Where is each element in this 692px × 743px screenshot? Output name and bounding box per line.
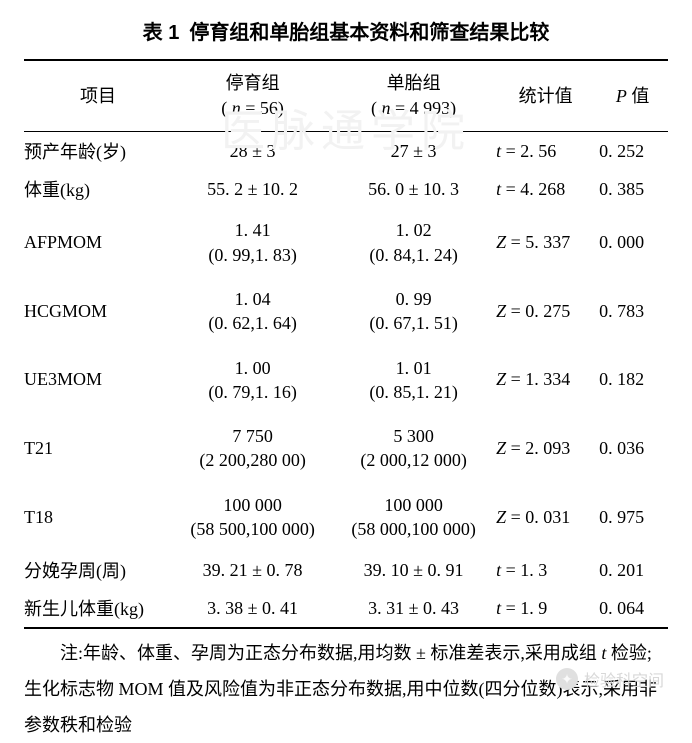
cell-item: 分娩孕周(周) (24, 551, 172, 589)
cell-stat: Z = 0. 275 (494, 277, 597, 346)
cell-group1: 1. 04(0. 62,1. 64) (172, 277, 333, 346)
cell-pval: 0. 252 (597, 132, 668, 171)
corner-watermark: ✦ 检验科空间 (556, 667, 664, 691)
header-group2-n: ( n = 4 993) (371, 98, 456, 118)
header-pval: P 值 (597, 60, 668, 132)
table-header-row: 项目 停育组 ( n = 56) 单胎组 ( n = 4 993) 统计值 P … (24, 60, 668, 132)
cell-pval: 0. 036 (597, 414, 668, 483)
table-row: 预产年龄(岁)28 ± 327 ± 3t = 2. 560. 252 (24, 132, 668, 171)
cell-pval: 0. 783 (597, 277, 668, 346)
table-title: 表 1 停育组和单胎组基本资料和筛查结果比较 (24, 8, 668, 59)
cell-pval: 0. 201 (597, 551, 668, 589)
cell-group1: 1. 41(0. 99,1. 83) (172, 208, 333, 277)
cell-item: HCGMOM (24, 277, 172, 346)
cell-group2: 1. 02(0. 84,1. 24) (333, 208, 494, 277)
header-group2-name: 单胎组 (387, 73, 441, 93)
header-group2: 单胎组 ( n = 4 993) (333, 60, 494, 132)
cell-item: 预产年龄(岁) (24, 132, 172, 171)
table-row: 分娩孕周(周)39. 21 ± 0. 7839. 10 ± 0. 91t = 1… (24, 551, 668, 589)
cell-group1: 7 750(2 200,280 00) (172, 414, 333, 483)
cell-stat: t = 2. 56 (494, 132, 597, 171)
table-number: 表 1 (143, 22, 180, 44)
cell-item: T21 (24, 414, 172, 483)
table-row: 新生儿体重(kg)3. 38 ± 0. 413. 31 ± 0. 43t = 1… (24, 589, 668, 628)
table-row: T217 750(2 200,280 00)5 300(2 000,12 000… (24, 414, 668, 483)
table-row: HCGMOM1. 04(0. 62,1. 64)0. 99(0. 67,1. 5… (24, 277, 668, 346)
table-row: 体重(kg)55. 2 ± 10. 256. 0 ± 10. 3t = 4. 2… (24, 170, 668, 208)
cell-pval: 0. 000 (597, 208, 668, 277)
header-stat: 统计值 (494, 60, 597, 132)
cell-stat: Z = 0. 031 (494, 483, 597, 552)
cell-stat: Z = 5. 337 (494, 208, 597, 277)
cell-group2: 100 000(58 000,100 000) (333, 483, 494, 552)
cell-group1: 100 000(58 500,100 000) (172, 483, 333, 552)
cell-group2: 0. 99(0. 67,1. 51) (333, 277, 494, 346)
cell-group2: 56. 0 ± 10. 3 (333, 170, 494, 208)
cell-pval: 0. 064 (597, 589, 668, 628)
cell-item: UE3MOM (24, 346, 172, 415)
table-row: AFPMOM1. 41(0. 99,1. 83)1. 02(0. 84,1. 2… (24, 208, 668, 277)
header-group1: 停育组 ( n = 56) (172, 60, 333, 132)
cell-stat: Z = 1. 334 (494, 346, 597, 415)
header-group1-n: ( n = 56) (221, 98, 284, 118)
watermark-text: 检验科空间 (584, 667, 664, 691)
wechat-icon: ✦ (556, 668, 578, 690)
cell-group2: 5 300(2 000,12 000) (333, 414, 494, 483)
cell-pval: 0. 182 (597, 346, 668, 415)
table-row: T18100 000(58 500,100 000)100 000(58 000… (24, 483, 668, 552)
cell-group1: 39. 21 ± 0. 78 (172, 551, 333, 589)
note-text-1: 年龄、体重、孕周为正态分布数据,用均数 ± 标准差表示,采用成组 (83, 643, 601, 663)
header-item: 项目 (24, 60, 172, 132)
table-container: 表 1 停育组和单胎组基本资料和筛查结果比较 项目 停育组 ( n = 56) 单… (0, 0, 692, 743)
cell-stat: t = 1. 3 (494, 551, 597, 589)
cell-stat: t = 4. 268 (494, 170, 597, 208)
cell-group2: 27 ± 3 (333, 132, 494, 171)
cell-pval: 0. 385 (597, 170, 668, 208)
header-group1-name: 停育组 (226, 73, 280, 93)
cell-group2: 1. 01(0. 85,1. 21) (333, 346, 494, 415)
table-body: 预产年龄(岁)28 ± 327 ± 3t = 2. 560. 252体重(kg)… (24, 132, 668, 628)
cell-stat: t = 1. 9 (494, 589, 597, 628)
cell-group1: 1. 00(0. 79,1. 16) (172, 346, 333, 415)
cell-item: AFPMOM (24, 208, 172, 277)
note-prefix: 注: (60, 643, 83, 663)
cell-item: 体重(kg) (24, 170, 172, 208)
cell-item: 新生儿体重(kg) (24, 589, 172, 628)
cell-item: T18 (24, 483, 172, 552)
cell-group1: 55. 2 ± 10. 2 (172, 170, 333, 208)
cell-pval: 0. 975 (597, 483, 668, 552)
table-caption: 停育组和单胎组基本资料和筛查结果比较 (189, 22, 549, 44)
comparison-table: 项目 停育组 ( n = 56) 单胎组 ( n = 4 993) 统计值 P … (24, 59, 668, 629)
cell-group2: 39. 10 ± 0. 91 (333, 551, 494, 589)
table-row: UE3MOM1. 00(0. 79,1. 16)1. 01(0. 85,1. 2… (24, 346, 668, 415)
cell-group2: 3. 31 ± 0. 43 (333, 589, 494, 628)
cell-group1: 3. 38 ± 0. 41 (172, 589, 333, 628)
cell-stat: Z = 2. 093 (494, 414, 597, 483)
cell-group1: 28 ± 3 (172, 132, 333, 171)
